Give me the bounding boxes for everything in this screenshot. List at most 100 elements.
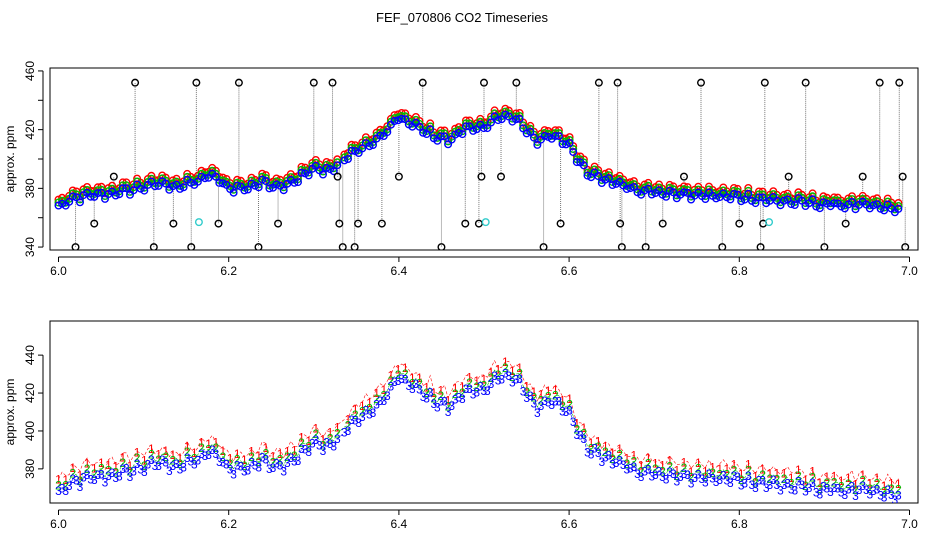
series-1-digit: 1 [473, 374, 480, 388]
series-1-digit: 1 [127, 459, 134, 473]
dropdown-marker [477, 172, 486, 181]
dropdown-marker [616, 219, 625, 228]
series-3-digit: 3 [184, 451, 191, 465]
series-3-digit: 3 [548, 398, 555, 412]
series-1-digit: 1 [134, 446, 141, 460]
series-3-digit: 3 [270, 461, 277, 475]
series-3-point [787, 200, 796, 209]
series-3-digit: 3 [859, 479, 866, 493]
series-3-digit: 3 [298, 442, 305, 456]
x-tick-label: 6.4 [391, 264, 408, 278]
series-3-point [479, 124, 488, 133]
dropdown-marker [377, 219, 386, 228]
series-2-digit: 2 [702, 470, 709, 484]
series-2-digit: 2 [184, 445, 191, 459]
series-2-digit: 2 [416, 377, 423, 391]
series-3-digit: 3 [470, 388, 477, 402]
series-3-digit: 3 [691, 471, 698, 485]
series-1-digit: 1 [277, 447, 284, 461]
series-1-digit: 1 [802, 473, 809, 487]
series-3-digit: 3 [505, 369, 512, 383]
series-3-point [304, 171, 313, 180]
series-2-digit: 2 [795, 469, 802, 483]
series-3-point [440, 132, 449, 141]
series-3-digit: 3 [116, 469, 123, 483]
series-3-digit: 3 [388, 380, 395, 394]
dropdown-marker [841, 219, 850, 228]
series-3-point [68, 192, 77, 201]
series-3-digit: 3 [648, 470, 655, 484]
dropdown-marker [539, 243, 548, 250]
series-3-digit: 3 [488, 377, 495, 391]
series-2-digit: 2 [373, 392, 380, 406]
series-3-digit: 3 [77, 480, 84, 494]
series-3-digit: 3 [673, 475, 680, 489]
series-3-digit: 3 [820, 480, 827, 494]
series-3-digit: 3 [302, 443, 309, 457]
series-1-digit: 1 [184, 439, 191, 453]
series-3-point [669, 188, 678, 197]
series-3-point [365, 142, 374, 151]
series-3-digit: 3 [434, 401, 441, 415]
series-3-digit: 3 [598, 455, 605, 469]
y-tick-label: 420 [23, 383, 37, 403]
y-tick-label: 380 [23, 459, 37, 479]
series-3-digit: 3 [459, 392, 466, 406]
series-3-digit: 3 [80, 471, 87, 485]
series-2-digit: 2 [681, 461, 688, 475]
series-1-digit: 1 [352, 402, 359, 416]
series-2-digit: 2 [609, 452, 616, 466]
series-3-digit: 3 [659, 470, 666, 484]
series-3-point [397, 114, 406, 123]
series-3-point [254, 183, 263, 192]
series-3-digit: 3 [581, 432, 588, 446]
series-3-digit: 3 [363, 403, 370, 417]
series-3-digit: 3 [177, 463, 184, 477]
plot-frame [49, 67, 919, 251]
series-2-line [58, 367, 899, 495]
series-3-digit: 3 [384, 389, 391, 403]
series-2-digit: 2 [291, 449, 298, 463]
series-3-digit: 3 [205, 448, 212, 462]
series-2-digit: 2 [141, 459, 148, 473]
series-3-digit: 3 [438, 395, 445, 409]
series-1-digit: 1 [816, 476, 823, 490]
y-tick-label: 380 [23, 178, 37, 198]
series-3-digit: 3 [345, 424, 352, 438]
series-3-digit: 3 [874, 482, 881, 496]
x-tick-label: 6.8 [731, 264, 748, 278]
series-2-digit: 2 [759, 468, 766, 482]
series-3-digit: 3 [720, 468, 727, 482]
bottom-panel: 6.0 6.2 6.4 6.6 6.8 7.0 380 400 420 440 approx. pp… [3, 320, 919, 531]
series-3-digit: 3 [616, 453, 623, 467]
series-1-digit: 1 [320, 433, 327, 447]
series-3-digit: 3 [262, 452, 269, 466]
series-3-digit: 3 [684, 468, 691, 482]
series-3-digit: 3 [892, 493, 899, 507]
series-2-digit: 2 [359, 405, 366, 419]
series-1-digit: 1 [284, 444, 291, 458]
series-3-digit: 3 [430, 397, 437, 411]
series-3-digit: 3 [834, 481, 841, 495]
series-3-digit: 3 [516, 372, 523, 386]
x-tick-label: 6.2 [220, 517, 237, 531]
series-2-digit: 2 [84, 462, 91, 476]
series-1-digit: 1 [119, 450, 126, 464]
series-2-digit: 2 [395, 368, 402, 382]
series-3-digit: 3 [105, 469, 112, 483]
dropdown-marker [333, 172, 342, 181]
series-3-digit: 3 [130, 464, 137, 478]
series-2-digit: 2 [488, 371, 495, 385]
series-3-digit: 3 [849, 480, 856, 494]
series-1-digit: 1 [795, 463, 802, 477]
series-1-digit: 1 [55, 473, 62, 487]
series-1-digit: 1 [774, 467, 781, 481]
series-3-point [297, 168, 306, 177]
series-2-digit: 2 [191, 452, 198, 466]
series-3-digit: 3 [845, 483, 852, 497]
series-3-point [340, 156, 349, 165]
series-3-digit: 3 [523, 391, 530, 405]
series-3-digit: 3 [266, 462, 273, 476]
series-3-digit: 3 [741, 476, 748, 490]
